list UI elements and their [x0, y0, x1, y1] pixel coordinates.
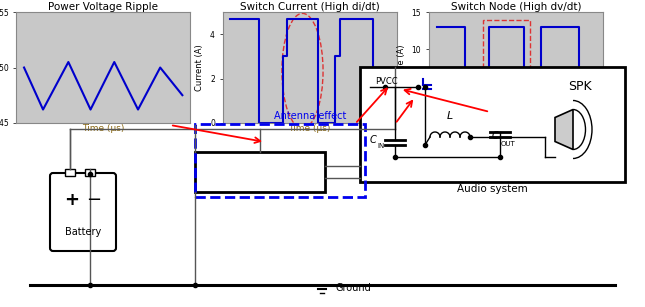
X-axis label: Time (μs): Time (μs)	[82, 124, 124, 133]
Text: C: C	[491, 131, 499, 141]
Text: OUT: OUT	[501, 141, 515, 147]
Text: +: +	[64, 191, 79, 209]
Text: IN: IN	[377, 143, 384, 149]
Title: Switch Current (High di/dt): Switch Current (High di/dt)	[240, 2, 379, 11]
Text: L: L	[447, 111, 453, 121]
Bar	[85, 169, 95, 176]
Bar	[64, 169, 75, 176]
Bar	[195, 152, 325, 192]
Text: −: −	[86, 191, 101, 209]
FancyBboxPatch shape	[50, 173, 116, 251]
Text: Ground: Ground	[336, 283, 372, 293]
Text: Battery: Battery	[65, 227, 101, 237]
Bar	[482, 20, 530, 126]
Text: Audio system: Audio system	[457, 184, 528, 194]
Bar	[360, 67, 625, 182]
Y-axis label: Voltage (A): Voltage (A)	[397, 44, 406, 91]
Text: PVCC: PVCC	[375, 77, 397, 87]
Y-axis label: Current (A): Current (A)	[195, 44, 204, 91]
X-axis label: Time (μs): Time (μs)	[495, 124, 537, 133]
X-axis label: Time (μs): Time (μs)	[288, 124, 331, 133]
Title: Switch Node (High dv/dt): Switch Node (High dv/dt)	[451, 2, 581, 11]
Title: Power Voltage Ripple: Power Voltage Ripple	[48, 2, 158, 11]
Text: SPK: SPK	[568, 80, 592, 94]
Polygon shape	[555, 110, 573, 150]
Bar	[195, 124, 365, 197]
Text: Antenna effect: Antenna effect	[274, 111, 346, 121]
Text: C: C	[370, 135, 377, 145]
